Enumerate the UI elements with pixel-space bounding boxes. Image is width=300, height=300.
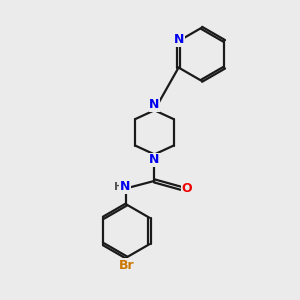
Text: Br: Br bbox=[118, 259, 134, 272]
Text: N: N bbox=[120, 180, 130, 193]
Text: O: O bbox=[182, 182, 192, 195]
Text: N: N bbox=[149, 98, 160, 111]
Text: H: H bbox=[114, 182, 123, 192]
Text: N: N bbox=[149, 153, 160, 166]
Text: N: N bbox=[174, 33, 184, 46]
